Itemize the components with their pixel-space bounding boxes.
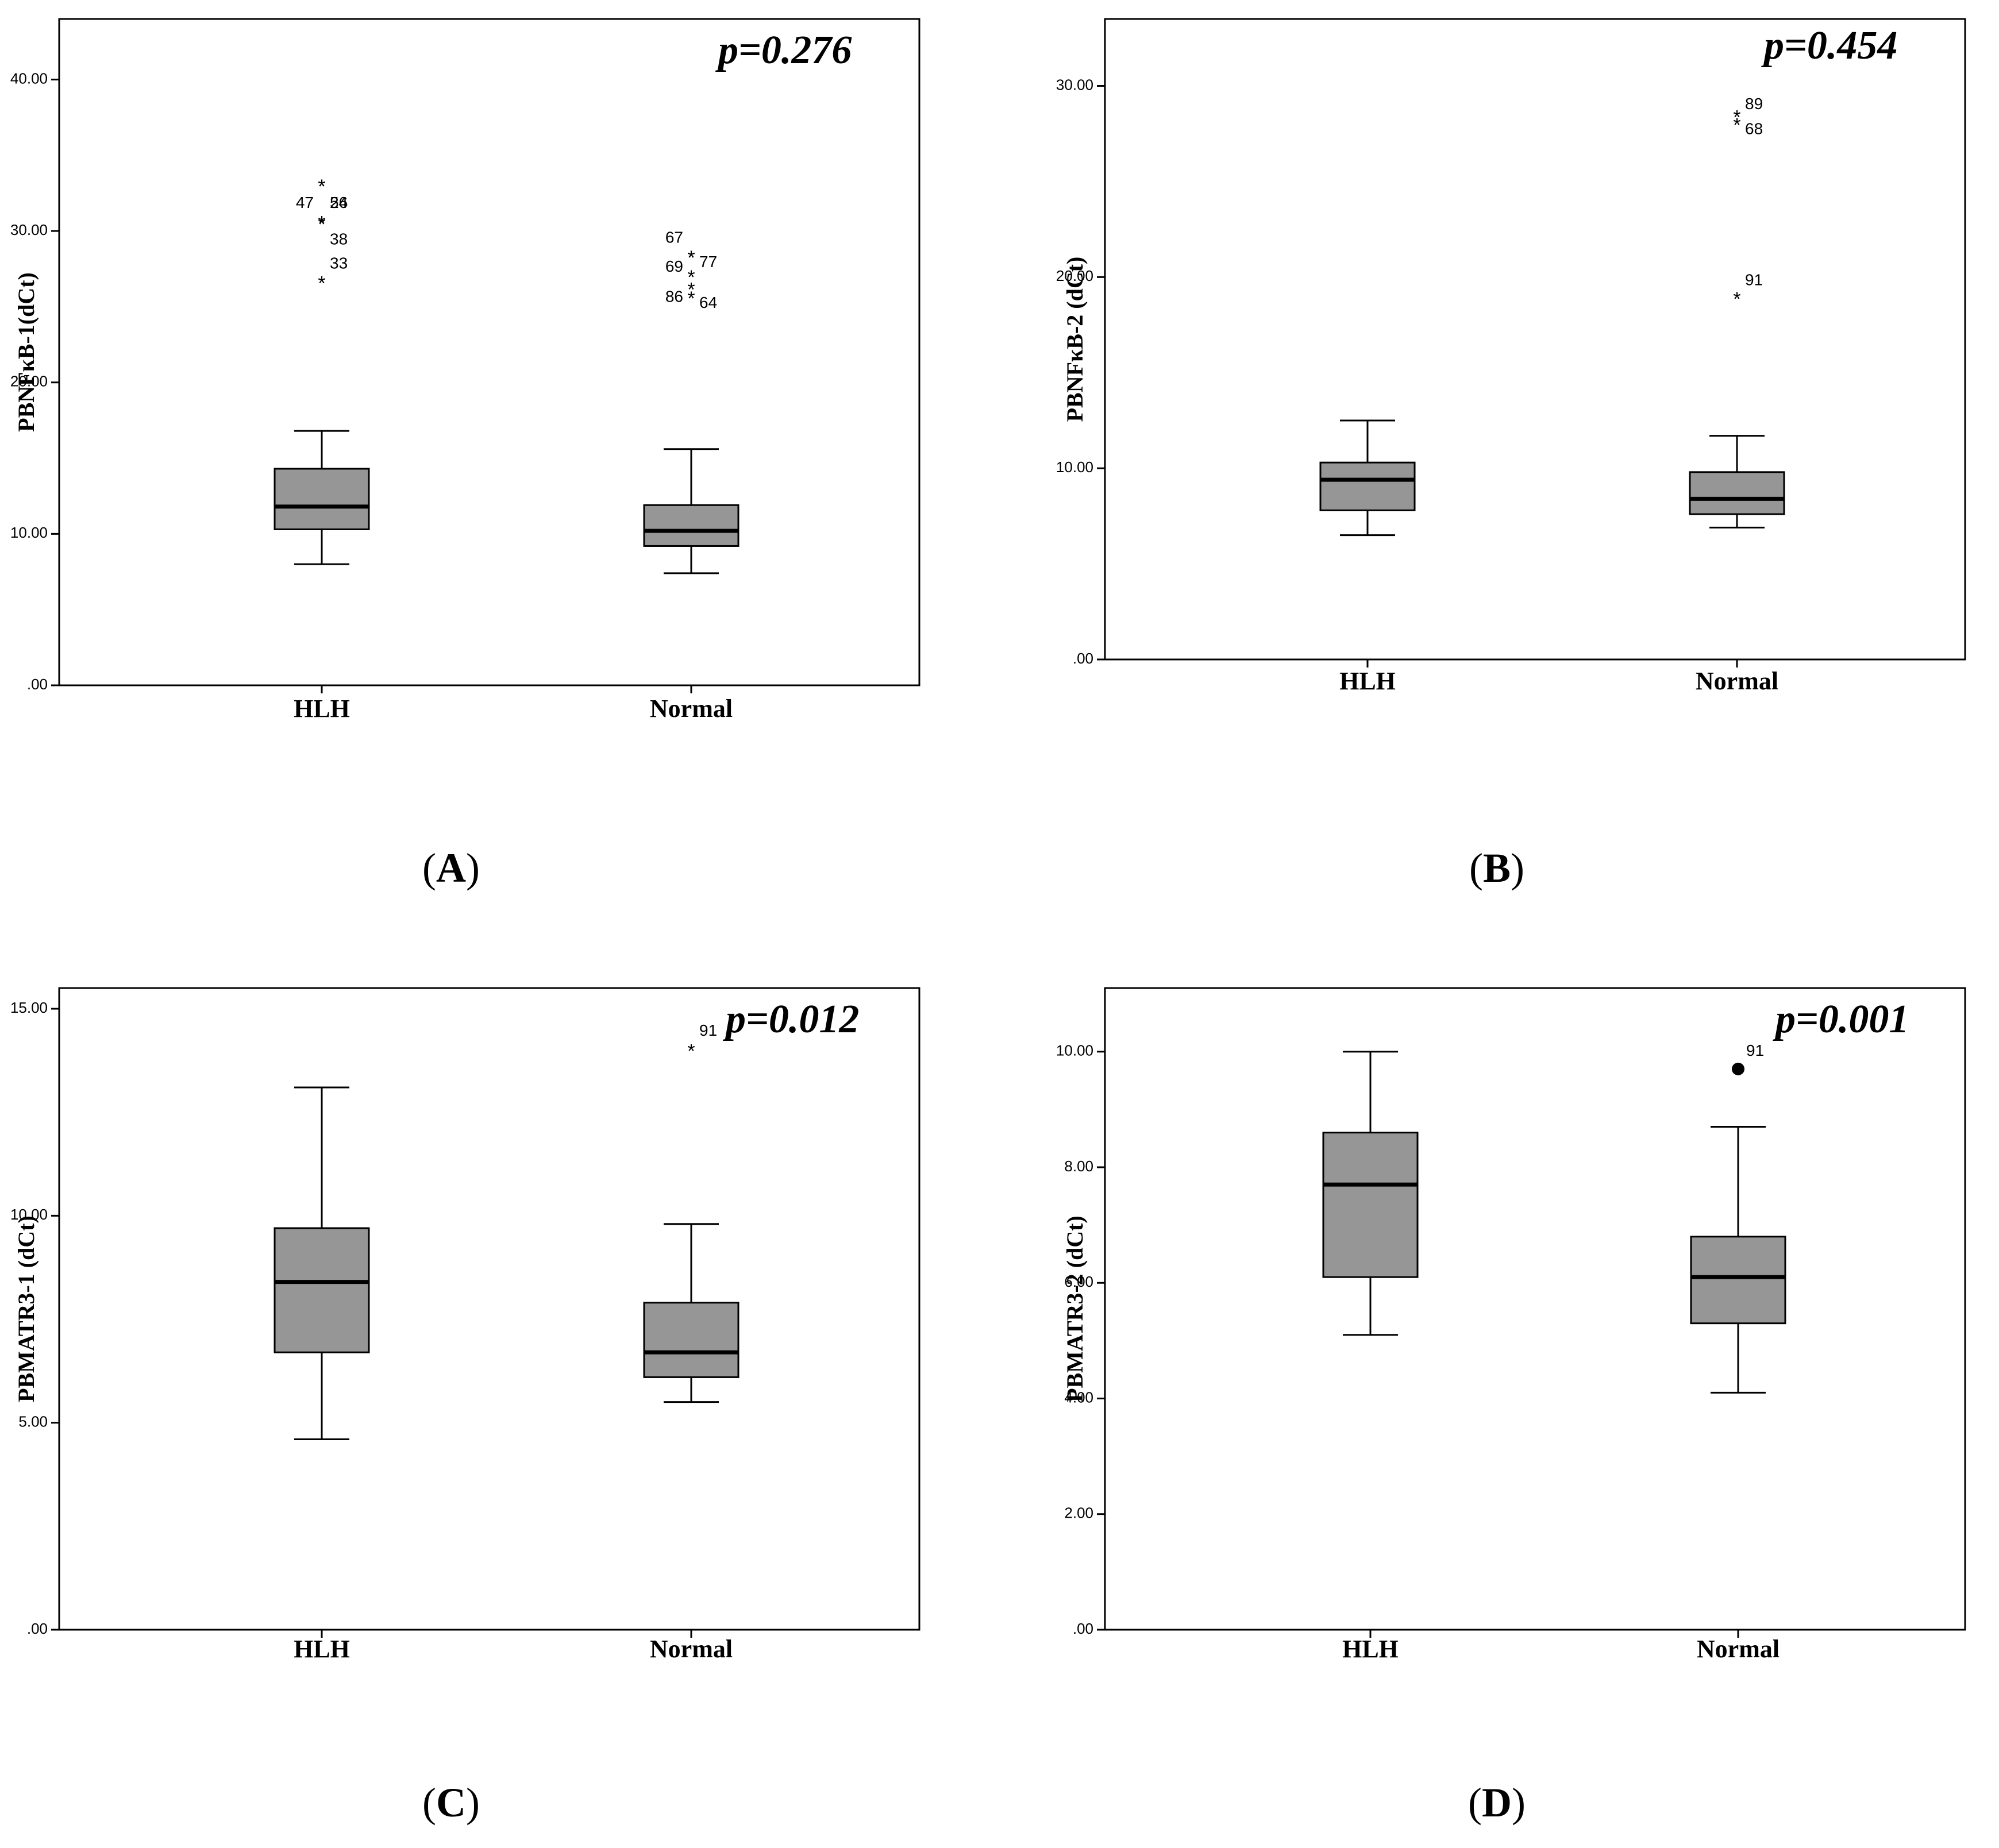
y-tick-label: 20.00 — [10, 373, 48, 390]
outlier-point: * — [687, 247, 695, 269]
plot-frame — [58, 18, 920, 686]
panel-d-chart: .00 2.00 4.00 6.00 8.00 10.00 PBMATR3-2 (dCt) p… — [1056, 987, 1966, 1826]
y-tick-label: 2.00 — [1064, 1504, 1093, 1522]
y-tick-label: 10.00 — [10, 524, 48, 541]
outlier-point: * — [687, 247, 695, 269]
p-value-label: p=0.276 — [715, 28, 852, 72]
y-tick-label: 6.00 — [1064, 1273, 1093, 1290]
outlier-case-label: 91 — [1745, 271, 1763, 288]
p-value-label: p=0.012 — [723, 997, 859, 1041]
y-tick-label: 30.00 — [1056, 76, 1093, 93]
y-axis-label: PBMATR3-1 (dCt) — [13, 1216, 39, 1402]
y-tick-label: .00 — [1073, 650, 1093, 667]
outlier-point: * — [318, 273, 325, 295]
outlier-case-label: 91 — [1746, 1041, 1764, 1059]
y-tick-label: 5.00 — [18, 1413, 48, 1430]
outlier-point: * — [318, 214, 325, 236]
outlier-case-label: 67 — [665, 229, 683, 246]
box-hlh — [274, 1227, 370, 1353]
category-label-normal: Normal — [1697, 1635, 1780, 1663]
outlier-case-label: 47 — [296, 194, 314, 211]
box-hlh — [1319, 461, 1416, 511]
y-tick-label: .00 — [27, 676, 48, 693]
box-normal — [643, 504, 739, 547]
outlier-point: * — [318, 176, 325, 198]
outlier-point: * — [687, 279, 695, 300]
panel-a-chart: .00 10.00 20.00 30.00 40.00 PBNFκB-1(dCt) p=0.… — [10, 18, 920, 891]
panel-label: (B) — [1469, 845, 1524, 891]
outlier-point: * — [1733, 288, 1740, 310]
box-normal — [1689, 471, 1785, 515]
y-tick-label: 10.00 — [1056, 1042, 1093, 1059]
outlier-case-label: 38 — [330, 230, 348, 248]
y-axis-label: PBNFκB-2 (dCt) — [1062, 257, 1088, 422]
y-axis-label: PBMATR3-2 (dCt) — [1062, 1216, 1088, 1402]
plot-frame — [1104, 987, 1966, 1631]
outlier-point — [1732, 1062, 1744, 1075]
outlier-point: * — [687, 267, 695, 288]
outlier-case-label: 89 — [1745, 95, 1763, 113]
y-tick-label: 10.00 — [10, 1206, 48, 1223]
panel-label: (C) — [422, 1780, 480, 1826]
y-tick-label: 8.00 — [1064, 1158, 1093, 1175]
p-value-label: p=0.454 — [1761, 24, 1897, 68]
box-hlh — [1322, 1132, 1419, 1278]
box-normal — [1690, 1236, 1786, 1325]
panel-letter: C — [436, 1780, 466, 1826]
panel-letter: A — [436, 845, 466, 891]
outlier-point: * — [1733, 114, 1740, 136]
outlier-point: * — [687, 288, 695, 310]
panel-c-chart: .00 5.00 10.00 15.00 PBMATR3-1 (dCt) p=0.012 H… — [10, 987, 920, 1826]
y-tick-label: 20.00 — [1056, 267, 1093, 284]
outlier-case-label: 68 — [1745, 119, 1763, 137]
outlier-case-label: 54 — [330, 194, 348, 211]
outlier-point: * — [318, 176, 325, 198]
outlier-point: * — [687, 1040, 695, 1062]
category-label-hlh: HLH — [294, 695, 350, 723]
panel-label: (D) — [1468, 1780, 1526, 1826]
p-value-label: p=0.001 — [1773, 997, 1909, 1041]
category-label-normal: Normal — [650, 1635, 733, 1663]
outlier-case-label: 91 — [699, 1021, 717, 1039]
category-label-hlh: HLH — [1342, 1635, 1399, 1663]
category-label-hlh: HLH — [294, 1635, 350, 1663]
outlier-case-label: 86 — [665, 287, 683, 305]
y-tick-label: 4.00 — [1064, 1388, 1093, 1406]
panel-letter: D — [1482, 1780, 1512, 1826]
outlier-case-label: 69 — [665, 257, 683, 275]
y-tick-label: 40.00 — [10, 70, 48, 87]
y-tick-label: .00 — [1073, 1620, 1093, 1637]
outlier-point: * — [1733, 107, 1740, 129]
y-axis-label: PBNFκB-1(dCt) — [13, 272, 39, 432]
panel-label: (A) — [422, 845, 480, 891]
plot-frame — [58, 987, 920, 1631]
panel-letter: B — [1483, 845, 1511, 891]
panel-b-chart: .00 10.00 20.00 30.00 PBNFκB-2 (dCt) p=0.454 H… — [1056, 18, 1966, 891]
category-label-normal: Normal — [650, 695, 733, 723]
outlier-case-label: 64 — [699, 294, 717, 311]
y-tick-label: .00 — [27, 1620, 48, 1637]
plot-frame — [1104, 18, 1966, 661]
box-normal — [643, 1302, 739, 1378]
outlier-point: * — [318, 212, 325, 234]
category-label-normal: Normal — [1696, 667, 1778, 695]
outlier-case-label: 33 — [330, 254, 348, 272]
outlier-case-label: 77 — [699, 253, 717, 271]
y-tick-label: 10.00 — [1056, 458, 1093, 476]
y-tick-label: 15.00 — [10, 999, 48, 1016]
outlier-case-label: 26 — [330, 194, 348, 211]
box-hlh — [274, 468, 370, 530]
category-label-hlh: HLH — [1339, 667, 1396, 695]
y-tick-label: 30.00 — [10, 221, 48, 238]
